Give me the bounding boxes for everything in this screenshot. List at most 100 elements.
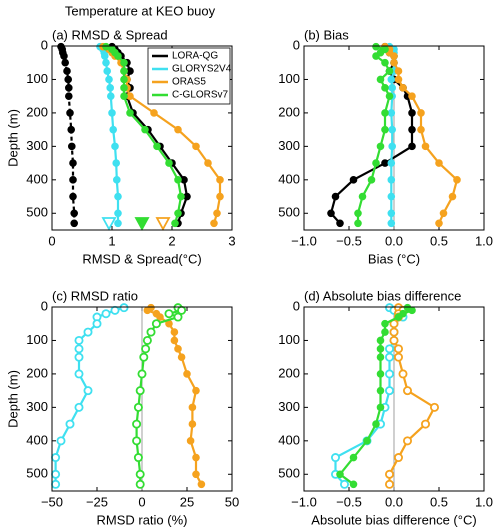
data-point	[177, 192, 185, 201]
data-point	[376, 403, 385, 412]
data-point	[372, 420, 380, 428]
data-point	[387, 176, 396, 184]
data-point	[376, 370, 385, 378]
data-point	[381, 125, 389, 134]
data-point	[358, 192, 367, 201]
y-tick-label: 100	[278, 332, 300, 347]
data-point	[389, 327, 399, 337]
data-point	[367, 176, 376, 184]
mean-marker	[134, 217, 150, 231]
data-point	[384, 479, 394, 489]
data-point	[393, 352, 403, 362]
y-tick-label: 400	[26, 171, 48, 186]
data-point	[65, 419, 75, 429]
y-tick-label: 500	[26, 466, 48, 481]
legend-label: ORAS5	[172, 77, 206, 88]
data-point	[69, 159, 77, 167]
x-tick-label: 1.0	[475, 233, 493, 248]
data-point	[394, 67, 403, 75]
data-point	[354, 209, 362, 218]
data-point	[174, 125, 182, 134]
y-tick-label: 500	[278, 205, 300, 220]
data-point	[74, 402, 84, 412]
data-point	[349, 453, 358, 462]
data-point	[197, 480, 206, 489]
data-point	[112, 159, 120, 167]
data-point	[126, 109, 134, 117]
data-point	[102, 42, 110, 51]
data-point	[63, 67, 71, 75]
data-point	[120, 58, 128, 67]
y-tick-label: 400	[278, 171, 300, 186]
data-point	[402, 436, 412, 446]
y-tick-label: 100	[26, 71, 48, 86]
data-point	[74, 352, 84, 362]
data-point	[389, 335, 399, 345]
y-tick-label: 400	[278, 432, 300, 447]
x-axis-label: Absolute bias difference (°C)	[311, 512, 476, 527]
data-point	[417, 125, 425, 134]
figure-title: Temperature at KEO buoy	[65, 3, 216, 18]
data-point	[381, 84, 389, 92]
y-tick-label: 0	[41, 298, 48, 313]
data-point	[387, 219, 396, 228]
data-point	[170, 328, 179, 336]
data-point	[376, 345, 385, 353]
data-point	[92, 319, 102, 329]
data-point	[114, 192, 122, 201]
data-point	[387, 109, 396, 117]
y-tick-label: 300	[278, 138, 300, 153]
mean-marker	[155, 217, 171, 231]
x-axis-label: Bias (°C)	[368, 251, 420, 266]
data-point	[354, 219, 362, 228]
data-point	[174, 209, 182, 218]
data-point	[165, 159, 173, 167]
x-axis-label: RMSD ratio (%)	[96, 512, 187, 527]
data-point	[448, 192, 457, 201]
data-point	[108, 109, 116, 117]
data-point	[339, 479, 349, 489]
data-point	[105, 75, 113, 84]
x-tick-label: −50	[41, 494, 63, 509]
mean-marker	[101, 217, 117, 231]
data-point	[110, 305, 120, 315]
data-point	[192, 470, 200, 479]
data-point	[74, 344, 84, 354]
data-point	[384, 369, 394, 379]
data-point	[429, 402, 439, 412]
x-tick-label: 0.5	[430, 233, 448, 248]
data-point	[146, 327, 156, 337]
data-point	[120, 84, 128, 92]
data-point	[394, 313, 403, 321]
data-point	[388, 142, 397, 151]
x-tick-label: 25	[180, 494, 194, 509]
data-point	[114, 219, 122, 228]
data-point	[173, 312, 183, 322]
data-point	[174, 176, 182, 184]
x-axis-label: RMSD & Spread(°C)	[82, 251, 201, 266]
data-point	[376, 75, 385, 84]
data-point	[398, 369, 408, 379]
legend-label: GLORYS2V4	[172, 64, 232, 75]
data-point	[142, 335, 152, 345]
data-point	[192, 386, 200, 395]
data-point	[111, 142, 119, 151]
data-point	[65, 84, 73, 92]
data-point	[399, 84, 407, 92]
data-point	[376, 142, 385, 151]
x-tick-label: 0	[48, 233, 55, 248]
data-point	[388, 125, 397, 134]
data-point	[394, 75, 403, 84]
data-point	[120, 67, 128, 75]
data-point	[363, 437, 371, 445]
x-tick-label: 3	[228, 233, 235, 248]
data-point	[349, 176, 358, 184]
data-point	[186, 437, 195, 445]
data-point	[387, 159, 396, 167]
data-point	[408, 142, 416, 151]
data-point	[70, 219, 78, 228]
data-point	[141, 125, 149, 134]
data-point	[381, 159, 389, 167]
data-point	[67, 125, 75, 134]
